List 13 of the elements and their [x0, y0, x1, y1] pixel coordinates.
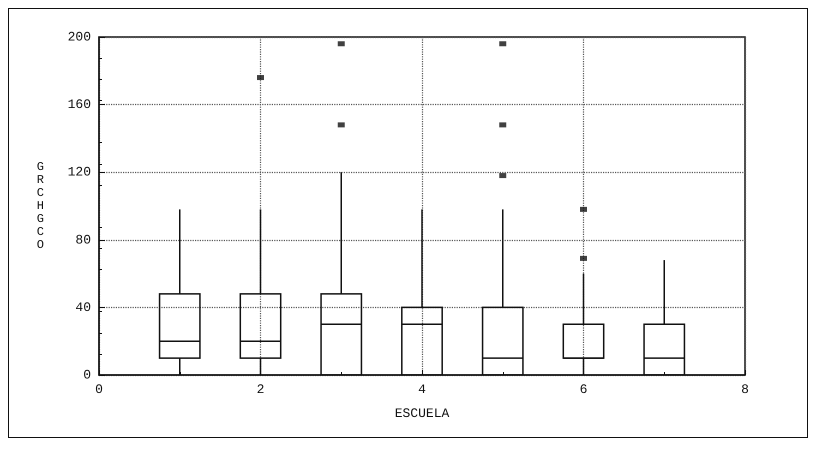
y-tick-label: 200	[68, 30, 91, 44]
x-tick-label: 2	[256, 382, 264, 397]
y-tick-label: 0	[83, 368, 91, 382]
x-tick-label: 4	[418, 382, 426, 397]
y-axis-title: GRCHGCO	[36, 160, 44, 252]
y-tick-label: 80	[75, 232, 91, 248]
y-tick-label: 120	[68, 164, 91, 180]
y-tick-label: 40	[75, 300, 91, 315]
y-tick-label: 160	[68, 97, 91, 112]
x-axis-title: ESCUELA	[394, 406, 450, 421]
x-tick-label: 0	[95, 382, 103, 397]
x-tick-label: 6	[580, 382, 588, 397]
x-tick-label: 8	[741, 382, 749, 397]
